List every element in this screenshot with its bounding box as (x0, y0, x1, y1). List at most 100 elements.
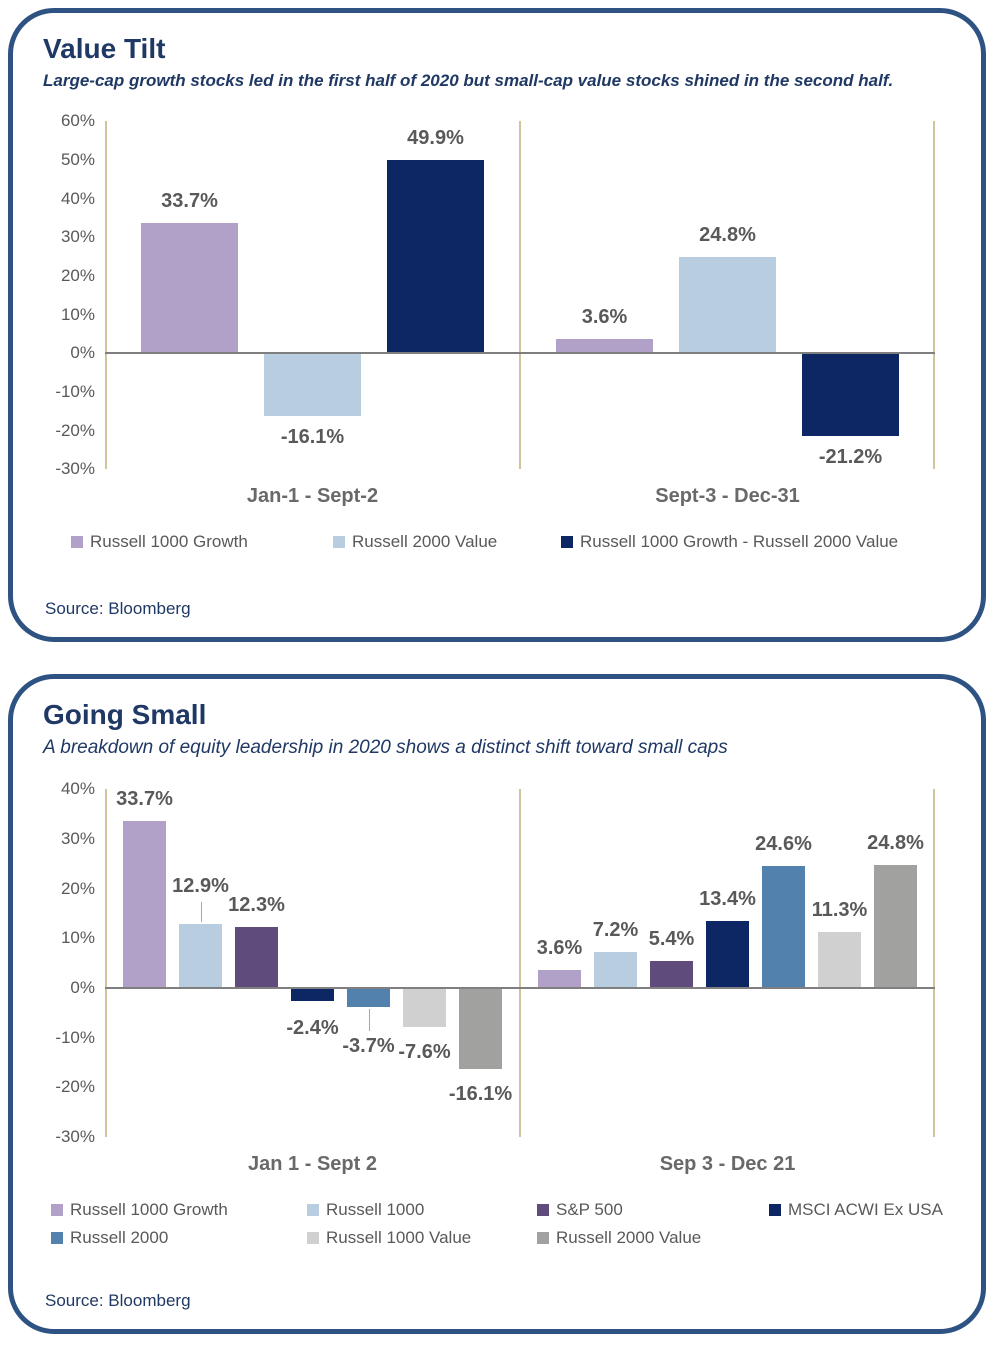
y-axis-tick-label: 20% (60, 878, 95, 898)
y-axis-tick-label: -30% (55, 1127, 95, 1147)
bar (650, 961, 693, 989)
bar (762, 865, 805, 989)
legend-item: Russell 1000 Growth (51, 1200, 307, 1220)
bar (179, 923, 222, 989)
y-axis-tick-label: 40% (60, 188, 95, 208)
legend-item: MSCI ACWI Ex USA (769, 1200, 951, 1220)
legend-swatch-icon (51, 1204, 63, 1217)
bar (235, 926, 278, 989)
bar (264, 354, 361, 417)
bar-value-label: 3.6% (581, 306, 628, 329)
bar-value-label: 3.6% (536, 937, 583, 960)
y-axis-tick-label: -10% (55, 381, 95, 401)
plot-area: 33.7% -16.1% 49.9% 3.6% 24.8% -21.2% (105, 121, 935, 470)
y-axis-tick-label: -20% (55, 1077, 95, 1097)
category-label: Sept-3 - Dec-31 (655, 485, 800, 508)
bar (818, 931, 861, 989)
y-axis-tick-label: 10% (60, 928, 95, 948)
legend-item: Russell 2000 (51, 1228, 307, 1248)
y-axis-line (105, 789, 107, 1138)
bar (291, 989, 334, 1001)
category-label: Jan-1 - Sept-2 (246, 485, 379, 508)
bar-value-label: 12.9% (172, 874, 229, 897)
legend-label: Russell 1000 Growth (70, 1200, 228, 1220)
bar-value-label: -16.1% (448, 1083, 513, 1106)
y-axis-tick-label: 40% (60, 779, 95, 799)
legend-item: Russell 1000 Growth (71, 532, 333, 552)
bar-value-label: -21.2% (818, 446, 883, 469)
bar-value-label: 49.9% (407, 127, 464, 150)
group-separator-line (519, 121, 521, 470)
group-separator-line (519, 789, 521, 1138)
legend-label: MSCI ACWI Ex USA (788, 1200, 943, 1220)
legend-swatch-icon (769, 1204, 781, 1217)
y-axis-tick-label: 20% (60, 265, 95, 285)
plot-right-border-line (933, 789, 935, 1138)
legend-item: Russell 1000 Value (307, 1228, 537, 1248)
legend-swatch-icon (537, 1232, 549, 1245)
bar-group: 3.6% 7.2% 5.4% 13.4% 24.6% 11.3% 24.8% (520, 789, 935, 1137)
bar-value-label: 12.3% (228, 893, 285, 916)
bar-value-label: 33.7% (161, 189, 218, 212)
category-axis: Jan 1 - Sept 2 Sep 3 - Dec 21 (43, 1153, 935, 1176)
bar (538, 970, 581, 989)
legend-label: Russell 1000 Growth - Russell 2000 Value (580, 532, 899, 552)
y-axis-tick-label: -10% (55, 1027, 95, 1047)
y-axis-line (105, 121, 107, 470)
bar-value-label: -2.4% (286, 1016, 339, 1039)
bar (706, 921, 749, 989)
legend-item: Russell 1000 Growth - Russell 2000 Value (561, 532, 951, 552)
plot-area: 33.7% 12.9% 12.3% -2.4% -3.7% -7.6% -16.1% 3.6%… (105, 788, 935, 1138)
legend-swatch-icon (537, 1204, 549, 1217)
zero-axis-line (105, 987, 935, 990)
legend-label: Russell 1000 Growth (90, 532, 248, 552)
legend-item: Russell 2000 Value (333, 532, 561, 552)
bar (679, 257, 776, 354)
chart-legend: Russell 1000 Growth Russell 1000 S&P 500 MS… (43, 1200, 951, 1248)
y-axis: 40% 30% 20% 10% 0% -10% -20% -30% (43, 779, 105, 1146)
category-axis: Jan-1 - Sept-2 Sept-3 - Dec-31 (43, 485, 935, 508)
legend-swatch-icon (71, 536, 83, 549)
bar-value-label: -16.1% (280, 426, 345, 449)
bar-value-label: 5.4% (648, 928, 695, 951)
legend-item: S&P 500 (537, 1200, 769, 1220)
bar (802, 354, 899, 437)
legend-swatch-icon (51, 1232, 63, 1245)
value-tilt-panel: Value Tilt Large-cap growth stocks led i… (8, 8, 986, 642)
legend-swatch-icon (307, 1204, 319, 1217)
legend-label: Russell 2000 (70, 1228, 169, 1248)
legend-label: Russell 2000 Value (352, 532, 498, 552)
y-axis-tick-label: 30% (60, 828, 95, 848)
y-axis-tick-label: 0% (70, 343, 95, 363)
bar (347, 989, 390, 1008)
legend-swatch-icon (307, 1232, 319, 1245)
source-note: Source: Bloomberg (45, 599, 191, 618)
bar-group: 3.6% 24.8% -21.2% (520, 121, 935, 469)
bar-value-label: -3.7% (342, 1035, 395, 1058)
source-note: Source: Bloomberg (45, 1291, 191, 1310)
bar (387, 160, 484, 354)
y-axis-tick-label: 60% (60, 111, 95, 131)
panel-subtitle: Large-cap growth stocks led in the first… (43, 71, 894, 91)
plot-right-border-line (933, 121, 935, 470)
bar-value-label: 33.7% (116, 787, 173, 810)
bar-value-label: 13.4% (699, 888, 756, 911)
legend-swatch-icon (333, 536, 345, 549)
bar-value-label: -7.6% (398, 1040, 451, 1063)
value-tilt-bar-chart: 60% 50% 40% 30% 20% 10% 0% -10% -20% -30% 33.7% -16… (43, 111, 951, 508)
bar-value-label: 24.6% (755, 832, 812, 855)
y-axis-tick-label: 30% (60, 227, 95, 247)
chart-legend: Russell 1000 Growth Russell 2000 Value Rus… (43, 532, 951, 552)
y-axis-tick-label: -30% (55, 459, 95, 479)
bar (403, 989, 446, 1027)
chart-plot-row: 60% 50% 40% 30% 20% 10% 0% -10% -20% -30% 33.7% -16… (43, 111, 935, 478)
bar (123, 820, 166, 989)
chart-plot-row: 40% 30% 20% 10% 0% -10% -20% -30% 33.7% 12.9% 12.3… (43, 779, 935, 1146)
legend-item: Russell 1000 (307, 1200, 537, 1220)
page-title: Value Tilt (43, 33, 166, 64)
page-title: Going Small (43, 699, 207, 730)
legend-item: Russell 2000 Value (537, 1228, 769, 1248)
going-small-panel: Going Small A breakdown of equity leader… (8, 674, 986, 1334)
bar-value-label: 11.3% (811, 898, 868, 921)
legend-label: S&P 500 (556, 1200, 623, 1220)
